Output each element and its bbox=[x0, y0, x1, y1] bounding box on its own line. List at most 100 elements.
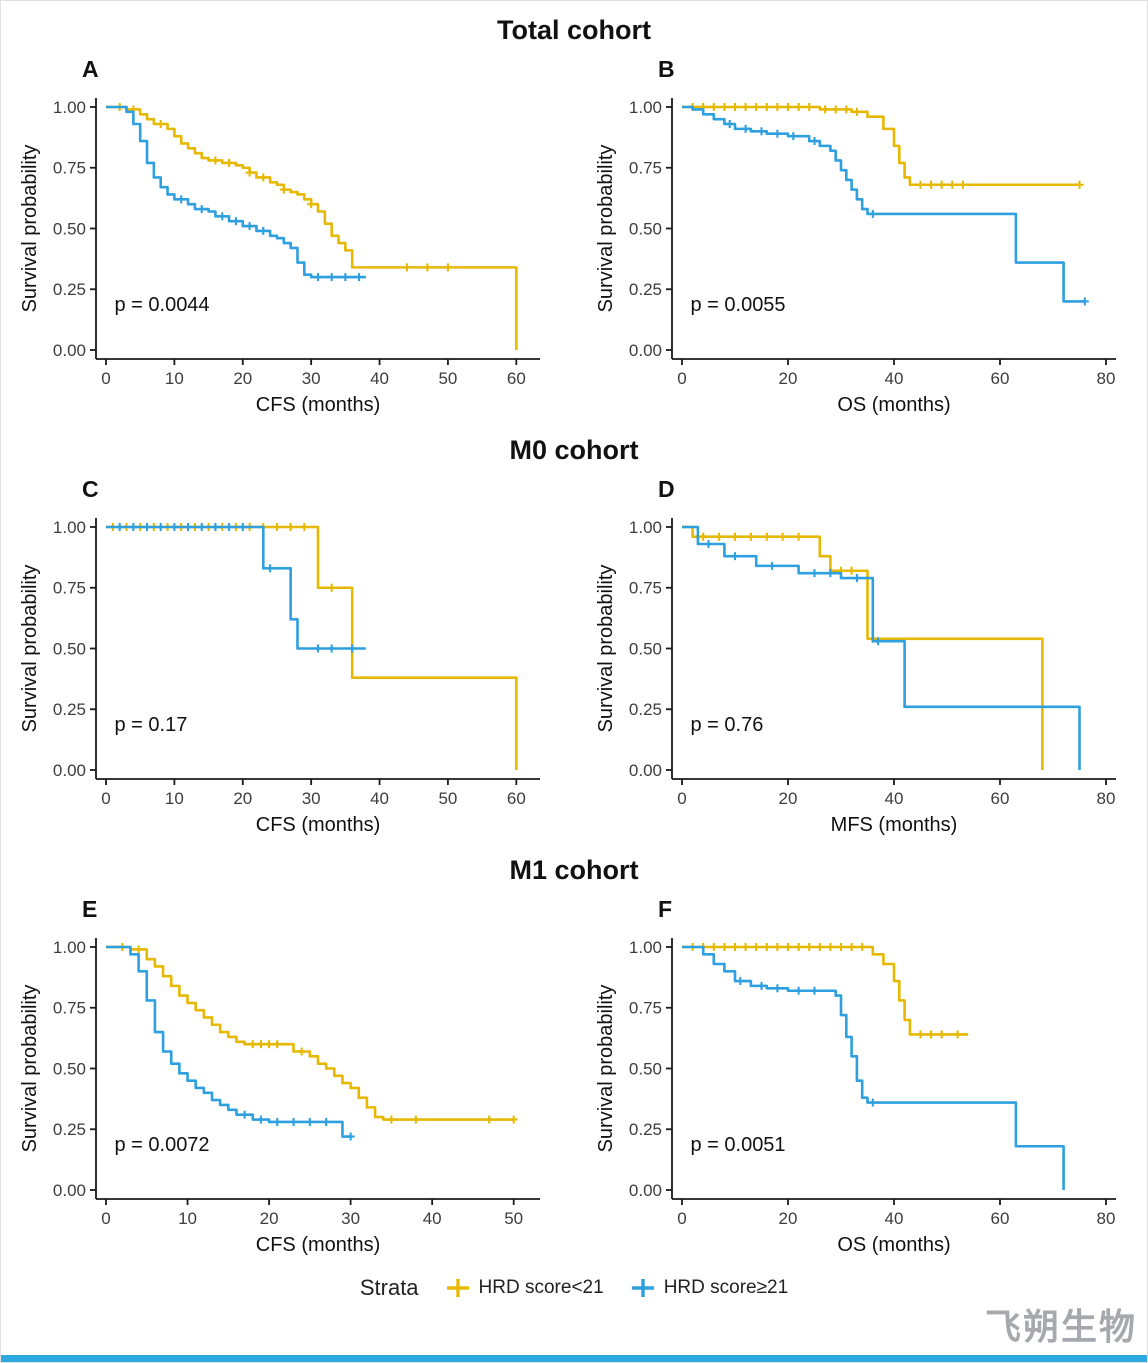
svg-text:1.00: 1.00 bbox=[53, 518, 86, 537]
svg-text:0.00: 0.00 bbox=[629, 341, 662, 360]
panel-label-C: C bbox=[82, 476, 99, 502]
svg-text:0: 0 bbox=[677, 1209, 686, 1228]
plus-marker-icon bbox=[631, 1279, 654, 1297]
svg-text:50: 50 bbox=[438, 369, 457, 388]
km-plot-F: 0.00 0.25 0.50 0.75 1.00 0 20 40 60 80 OS (months)… bbox=[595, 938, 1116, 1256]
svg-text:20: 20 bbox=[779, 1209, 798, 1228]
panel-B: B 0.00 0.25 0.50 0.75 1.00 0 20 40 60 80 OS (month… bbox=[592, 48, 1132, 421]
svg-text:30: 30 bbox=[302, 789, 321, 808]
panel-label-E: E bbox=[82, 896, 98, 922]
svg-text:10: 10 bbox=[165, 369, 184, 388]
panel-C: C 0.00 0.25 0.50 0.75 1.00 0 10 20 30 40 50 60 CFS (… bbox=[16, 468, 556, 841]
svg-text:0.00: 0.00 bbox=[53, 341, 86, 360]
svg-text:0.50: 0.50 bbox=[53, 1059, 86, 1078]
svg-text:p = 0.0044: p = 0.0044 bbox=[114, 294, 209, 316]
legend-title: Strata bbox=[359, 1275, 419, 1300]
svg-text:80: 80 bbox=[1097, 369, 1116, 388]
row-title-total-cohort: Total cohort bbox=[497, 15, 651, 45]
svg-text:1.00: 1.00 bbox=[629, 98, 662, 117]
km-plot-A: 0.00 0.25 0.50 0.75 1.00 0 10 20 30 40 50 60 CFS (mo… bbox=[19, 98, 540, 416]
svg-text:0.25: 0.25 bbox=[53, 280, 86, 299]
svg-text:CFS (months): CFS (months) bbox=[256, 1234, 380, 1256]
svg-text:0: 0 bbox=[677, 369, 686, 388]
legend: Strata HRD score<21 HRD score≥21 bbox=[1, 1275, 1147, 1301]
svg-text:p = 0.76: p = 0.76 bbox=[690, 714, 763, 736]
km-plot-B: 0.00 0.25 0.50 0.75 1.00 0 20 40 60 80 OS (months)… bbox=[595, 98, 1116, 416]
svg-text:Survival probability: Survival probability bbox=[19, 985, 41, 1153]
svg-text:Survival probability: Survival probability bbox=[19, 565, 41, 733]
svg-text:0.75: 0.75 bbox=[629, 579, 662, 598]
svg-text:0: 0 bbox=[101, 1209, 110, 1228]
watermark: 飞朔生物 bbox=[984, 1307, 1137, 1347]
panel-E: E 0.00 0.25 0.50 0.75 1.00 0 10 20 30 40 50 CFS (mo… bbox=[16, 888, 556, 1261]
svg-text:0.75: 0.75 bbox=[629, 999, 662, 1018]
panel-F: F 0.00 0.25 0.50 0.75 1.00 0 20 40 60 80 OS (month… bbox=[592, 888, 1132, 1261]
svg-text:0: 0 bbox=[677, 789, 686, 808]
svg-text:60: 60 bbox=[507, 369, 526, 388]
panel-label-D: D bbox=[658, 476, 675, 502]
svg-text:0.25: 0.25 bbox=[53, 1120, 86, 1139]
svg-text:OS (months): OS (months) bbox=[837, 394, 950, 416]
svg-text:0.50: 0.50 bbox=[629, 219, 662, 238]
svg-text:40: 40 bbox=[885, 789, 904, 808]
legend-item-label: HRD score<21 bbox=[478, 1277, 604, 1298]
svg-text:0: 0 bbox=[101, 789, 110, 808]
svg-text:20: 20 bbox=[779, 369, 798, 388]
svg-text:60: 60 bbox=[991, 369, 1010, 388]
legend-item-label: HRD score≥21 bbox=[663, 1277, 789, 1298]
svg-text:1.00: 1.00 bbox=[53, 938, 86, 957]
km-plot-D: 0.00 0.25 0.50 0.75 1.00 0 20 40 60 80 MFS (months… bbox=[595, 518, 1116, 836]
svg-text:20: 20 bbox=[260, 1209, 279, 1228]
svg-text:MFS (months): MFS (months) bbox=[831, 814, 958, 836]
svg-text:0.25: 0.25 bbox=[629, 1120, 662, 1139]
svg-text:0.25: 0.25 bbox=[629, 700, 662, 719]
svg-text:1.00: 1.00 bbox=[53, 98, 86, 117]
svg-text:0.25: 0.25 bbox=[53, 700, 86, 719]
km-plot-E: 0.00 0.25 0.50 0.75 1.00 0 10 20 30 40 50 CFS (mont… bbox=[19, 938, 540, 1256]
svg-text:Survival probability: Survival probability bbox=[19, 145, 41, 313]
svg-text:p = 0.0051: p = 0.0051 bbox=[690, 1134, 785, 1156]
bottom-bar bbox=[1, 1355, 1147, 1362]
svg-text:0.50: 0.50 bbox=[629, 1059, 662, 1078]
svg-text:40: 40 bbox=[370, 369, 389, 388]
svg-text:0.75: 0.75 bbox=[53, 579, 86, 598]
svg-text:50: 50 bbox=[438, 789, 457, 808]
row-title-m1-cohort: M1 cohort bbox=[509, 855, 639, 885]
svg-text:0.50: 0.50 bbox=[629, 639, 662, 658]
svg-text:1.00: 1.00 bbox=[629, 518, 662, 537]
svg-text:30: 30 bbox=[302, 369, 321, 388]
svg-text:60: 60 bbox=[507, 789, 526, 808]
row-total-cohort: Total cohort A 0.00 0.25 0.50 0.75 1.00 0 10 20… bbox=[1, 1, 1147, 421]
svg-text:0.00: 0.00 bbox=[629, 761, 662, 780]
svg-text:0.00: 0.00 bbox=[53, 761, 86, 780]
svg-text:40: 40 bbox=[423, 1209, 442, 1228]
panel-label-A: A bbox=[82, 56, 99, 82]
svg-text:p = 0.0072: p = 0.0072 bbox=[114, 1134, 209, 1156]
panel-A: A 0.00 0.25 0.50 0.75 1.00 0 10 20 30 40 50 60 CFS (… bbox=[16, 48, 556, 421]
svg-text:0.00: 0.00 bbox=[629, 1181, 662, 1200]
svg-text:10: 10 bbox=[165, 789, 184, 808]
svg-text:Survival probability: Survival probability bbox=[595, 145, 617, 313]
panel-label-F: F bbox=[658, 896, 673, 922]
svg-text:p = 0.0055: p = 0.0055 bbox=[690, 294, 785, 316]
row-m0-cohort: M0 cohort C 0.00 0.25 0.50 0.75 1.00 0 10 20 30 4… bbox=[1, 421, 1147, 841]
svg-text:0.75: 0.75 bbox=[53, 999, 86, 1018]
svg-text:20: 20 bbox=[779, 789, 798, 808]
svg-text:0.75: 0.75 bbox=[53, 159, 86, 178]
row-title-m0-cohort: M0 cohort bbox=[509, 435, 639, 465]
svg-text:0.00: 0.00 bbox=[53, 1181, 86, 1200]
km-plot-C: 0.00 0.25 0.50 0.75 1.00 0 10 20 30 40 50 60 CFS (mo… bbox=[19, 518, 540, 836]
svg-text:CFS (months): CFS (months) bbox=[256, 814, 380, 836]
svg-text:60: 60 bbox=[991, 789, 1010, 808]
svg-text:CFS (months): CFS (months) bbox=[256, 394, 380, 416]
row-m1-cohort: M1 cohort E 0.00 0.25 0.50 0.75 1.00 0 10 20 30 4… bbox=[1, 841, 1147, 1261]
svg-text:0.50: 0.50 bbox=[53, 219, 86, 238]
svg-text:0: 0 bbox=[101, 369, 110, 388]
svg-text:20: 20 bbox=[233, 789, 252, 808]
panel-D: D 0.00 0.25 0.50 0.75 1.00 0 20 40 60 80 MFS (mont… bbox=[592, 468, 1132, 841]
svg-text:40: 40 bbox=[370, 789, 389, 808]
svg-text:p = 0.17: p = 0.17 bbox=[114, 714, 187, 736]
panel-label-B: B bbox=[658, 56, 675, 82]
svg-text:OS (months): OS (months) bbox=[837, 1234, 950, 1256]
plus-marker-icon bbox=[446, 1279, 469, 1297]
